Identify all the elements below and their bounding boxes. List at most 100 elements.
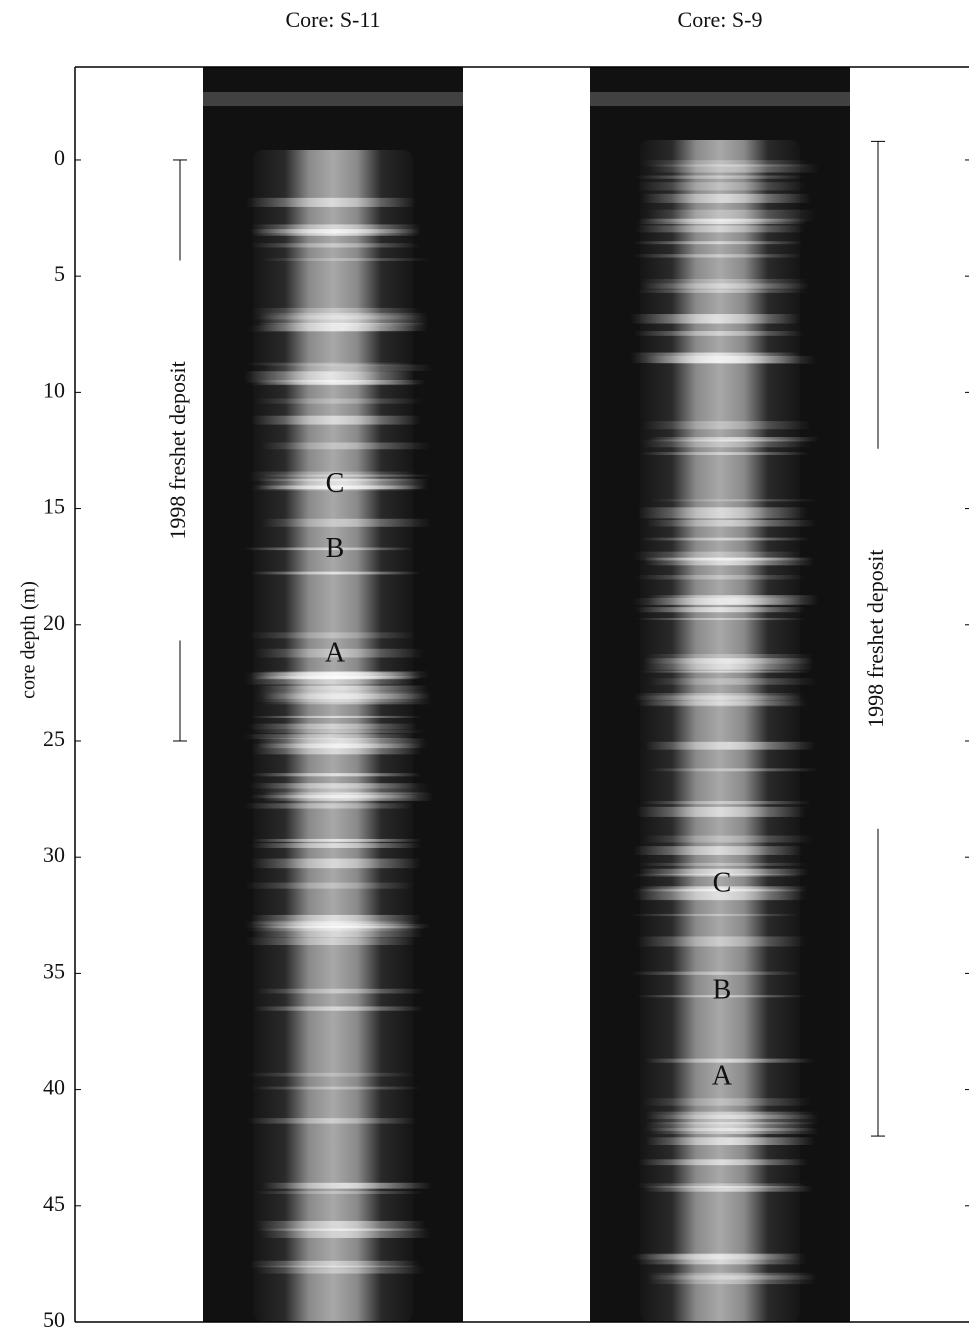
y-tick-label: 0 xyxy=(54,145,65,170)
core-band xyxy=(636,995,807,998)
core-band xyxy=(251,773,422,777)
layer-marker: C xyxy=(713,867,732,898)
core-band xyxy=(641,801,812,805)
core-band xyxy=(253,1265,424,1269)
core-band xyxy=(255,988,426,994)
core-band xyxy=(635,695,806,706)
core-band xyxy=(634,175,805,179)
core-band xyxy=(253,398,424,404)
y-axis-label: core depth (m) xyxy=(18,581,40,699)
core-band xyxy=(643,1186,814,1192)
core-band xyxy=(641,421,812,430)
core-band xyxy=(244,882,415,889)
core-band xyxy=(261,518,432,527)
core-band xyxy=(251,224,422,234)
core-band xyxy=(250,243,421,248)
core-band xyxy=(246,937,417,945)
y-tick-label: 15 xyxy=(43,494,65,519)
core-band xyxy=(633,241,804,245)
core-band xyxy=(250,571,421,575)
core-band xyxy=(252,926,423,938)
core-band xyxy=(258,478,429,490)
layer-marker: C xyxy=(326,468,345,499)
layer-marker: A xyxy=(712,1060,733,1091)
core-band xyxy=(251,838,422,842)
y-tick-label: 35 xyxy=(43,958,65,983)
core-band xyxy=(638,1159,809,1166)
core-image xyxy=(640,140,800,1322)
core-band xyxy=(244,371,415,383)
core-top-strip xyxy=(203,92,463,106)
core-band xyxy=(641,193,812,203)
core-band xyxy=(636,182,807,191)
core-band xyxy=(251,715,422,719)
core-band xyxy=(643,658,814,670)
core-band xyxy=(647,1275,818,1280)
core-band xyxy=(645,741,816,750)
core-band xyxy=(630,314,801,324)
y-tick-label: 25 xyxy=(43,726,65,751)
core-band xyxy=(649,1128,820,1135)
core-band xyxy=(643,835,814,843)
core-band xyxy=(634,607,805,613)
core-band xyxy=(244,672,415,685)
core-band xyxy=(260,258,431,261)
core-band xyxy=(245,1072,416,1077)
core-band xyxy=(632,254,803,258)
y-tick-label: 50 xyxy=(43,1307,65,1332)
core-band xyxy=(630,971,801,975)
core-band xyxy=(647,678,818,685)
core-band xyxy=(630,913,801,917)
core-band xyxy=(254,691,425,703)
core-band xyxy=(243,362,414,366)
core-band xyxy=(630,1254,801,1260)
core-band xyxy=(262,792,433,801)
core-band xyxy=(256,380,427,385)
core-band xyxy=(635,225,806,233)
core-band xyxy=(251,843,422,848)
core-band xyxy=(243,803,414,809)
core-band xyxy=(251,858,422,869)
core-band xyxy=(635,936,806,947)
core-band xyxy=(250,415,421,425)
core-band xyxy=(645,1137,816,1146)
core-band xyxy=(639,278,810,289)
layer-marker: B xyxy=(326,533,345,564)
core-band xyxy=(257,685,428,691)
core-band xyxy=(637,862,808,866)
core-band xyxy=(251,743,422,755)
core-band xyxy=(648,768,819,772)
core-band xyxy=(637,507,808,519)
core-band xyxy=(640,670,811,673)
core-band xyxy=(642,1098,813,1106)
core-top-strip xyxy=(590,92,850,106)
y-tick-label: 30 xyxy=(43,842,65,867)
core-band xyxy=(255,1268,426,1274)
y-tick-label: 20 xyxy=(43,610,65,635)
deposit-range xyxy=(871,140,885,1137)
core-band xyxy=(649,164,820,173)
core-band xyxy=(649,1114,820,1125)
core-band xyxy=(250,229,421,236)
core-band xyxy=(259,783,430,794)
deposit-range xyxy=(173,159,187,742)
core-band xyxy=(644,557,815,566)
core-band xyxy=(631,597,802,606)
core-band xyxy=(246,197,417,207)
panel-title: Core: S-9 xyxy=(678,7,763,32)
y-tick-label: 40 xyxy=(43,1075,65,1100)
core-band xyxy=(244,734,415,739)
core-band xyxy=(250,914,421,925)
core-band xyxy=(636,289,807,293)
core-band xyxy=(639,452,810,456)
core-band xyxy=(638,868,809,876)
core-band xyxy=(635,618,806,621)
core-band xyxy=(246,922,417,932)
core-band xyxy=(257,323,428,331)
core-band xyxy=(649,499,820,502)
core-band xyxy=(635,806,806,817)
core-band xyxy=(247,632,418,639)
core-band xyxy=(640,439,811,448)
core-band xyxy=(254,648,425,658)
y-tick-label: 5 xyxy=(54,261,65,286)
